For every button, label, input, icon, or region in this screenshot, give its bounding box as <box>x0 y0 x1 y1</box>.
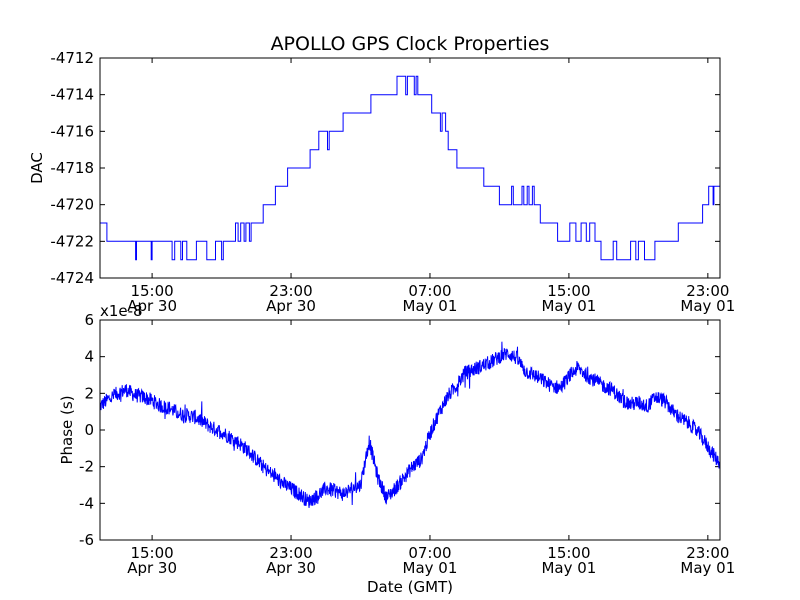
phase-y-tick-label: 0 <box>84 421 94 439</box>
dac-x-tick-time: 23:00 <box>269 282 312 300</box>
phase-x-tick-date: Apr 30 <box>266 559 316 577</box>
dac-x-tick-date: Apr 30 <box>127 297 177 315</box>
chart-title: APOLLO GPS Clock Properties <box>271 33 550 55</box>
phase-y-tick-label: 4 <box>84 348 94 366</box>
phase-y-scale-label: x1e-8 <box>100 302 143 320</box>
phase-x-tick-time: 23:00 <box>269 544 312 562</box>
dac-y-tick-label: -4720 <box>50 196 94 214</box>
dac-series-line <box>100 75 720 261</box>
dac-y-axis-label: DAC <box>28 152 46 184</box>
dac-x-tick-date: May 01 <box>680 297 735 315</box>
phase-series-line <box>100 341 720 508</box>
dac-ticks <box>100 57 720 279</box>
phase-x-tick-date: May 01 <box>680 559 735 577</box>
phase-x-tick-time: 07:00 <box>408 544 451 562</box>
phase-y-axis-label: Phase (s) <box>58 395 76 464</box>
dac-y-tick-label: -4716 <box>50 122 94 140</box>
dac-y-tick-labels: -4724 -4722 -4720 -4718 -4716 -4714 -4712 <box>50 49 94 287</box>
x-axis-label: Date (GMT) <box>367 578 453 596</box>
dac-panel: -4724 -4722 -4720 -4718 -4716 -4714 -4712 15:0… <box>28 49 735 315</box>
dac-x-tick-time: 07:00 <box>408 282 451 300</box>
dac-y-tick-label: -4722 <box>50 232 94 250</box>
dac-plot-frame <box>99 57 721 279</box>
phase-y-tick-label: 2 <box>84 384 94 402</box>
phase-x-tick-date: Apr 30 <box>127 559 177 577</box>
phase-x-tick-time: 23:00 <box>686 544 729 562</box>
phase-y-tick-label: -4 <box>79 494 94 512</box>
dac-x-tick-date: May 01 <box>541 297 596 315</box>
dac-y-tick-label: -4714 <box>50 86 94 104</box>
phase-x-tick-time: 15:00 <box>547 544 590 562</box>
phase-x-tick-time: 15:00 <box>130 544 173 562</box>
phase-x-tick-date: May 01 <box>403 559 458 577</box>
phase-y-tick-label: -2 <box>79 458 94 476</box>
dac-y-tick-label: -4724 <box>50 269 94 287</box>
phase-y-tick-label: -6 <box>79 531 94 549</box>
phase-y-tick-labels: -6 -4 -2 0 2 4 6 <box>79 311 94 549</box>
dac-x-tick-time: 15:00 <box>130 282 173 300</box>
dac-y-tick-label: -4712 <box>50 49 94 67</box>
phase-plot-frame <box>99 319 721 541</box>
dac-x-tick-time: 15:00 <box>547 282 590 300</box>
dac-x-tick-time: 23:00 <box>686 282 729 300</box>
phase-x-tick-date: May 01 <box>541 559 596 577</box>
dac-y-tick-label: -4718 <box>50 159 94 177</box>
dac-x-tick-date: May 01 <box>403 297 458 315</box>
dac-x-tick-date: Apr 30 <box>266 297 316 315</box>
phase-y-tick-label: 6 <box>84 311 94 329</box>
